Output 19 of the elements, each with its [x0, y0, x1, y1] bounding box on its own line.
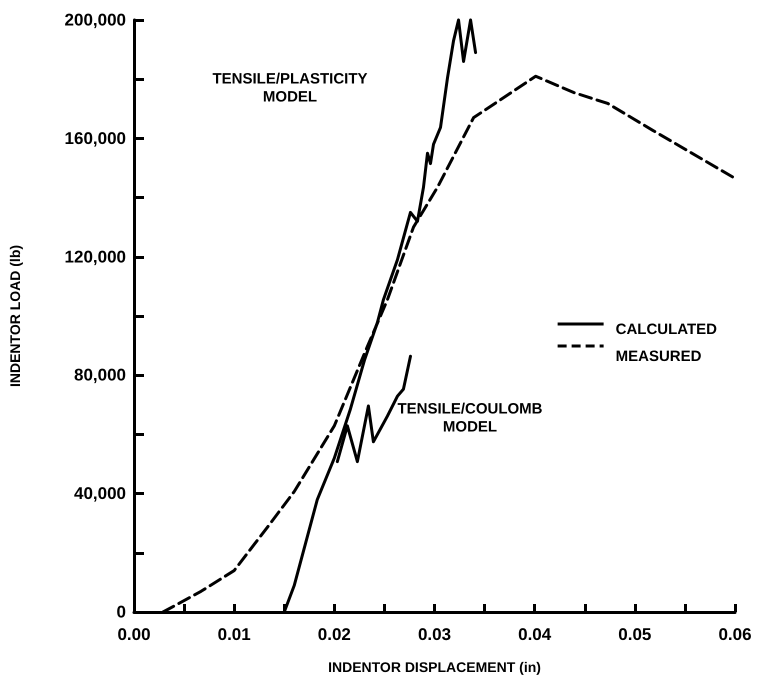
x-tick-label: 0.03 [418, 625, 452, 644]
y-tick-label: 0 [116, 602, 126, 622]
annotation: TENSILE/PLASTICITY MODEL [212, 70, 368, 106]
y-axis-title: INDENTOR LOAD (lb) [7, 244, 23, 388]
legend-label: CALCULATED [616, 321, 718, 338]
annotation: TENSILE/COULOMB MODEL [398, 400, 543, 436]
legend-label: MEASURED [616, 348, 702, 365]
y-tick-label: 200,000 [64, 10, 126, 30]
x-tick-label: 0.00 [117, 625, 151, 644]
y-tick-label: 160,000 [64, 128, 126, 148]
x-axis-title: INDENTOR DISPLACEMENT (in) [328, 659, 541, 675]
y-tick-label: 120,000 [64, 247, 126, 266]
y-tick-label: 80,000 [74, 366, 126, 385]
x-tick-label: 0.01 [218, 625, 251, 644]
x-tick-label: 0.06 [718, 625, 752, 644]
y-tick-label: 40,000 [74, 484, 126, 504]
x-tick-label: 0.04 [518, 625, 552, 644]
x-tick-label: 0.05 [618, 625, 652, 644]
x-tick-label: 0.02 [318, 625, 351, 644]
